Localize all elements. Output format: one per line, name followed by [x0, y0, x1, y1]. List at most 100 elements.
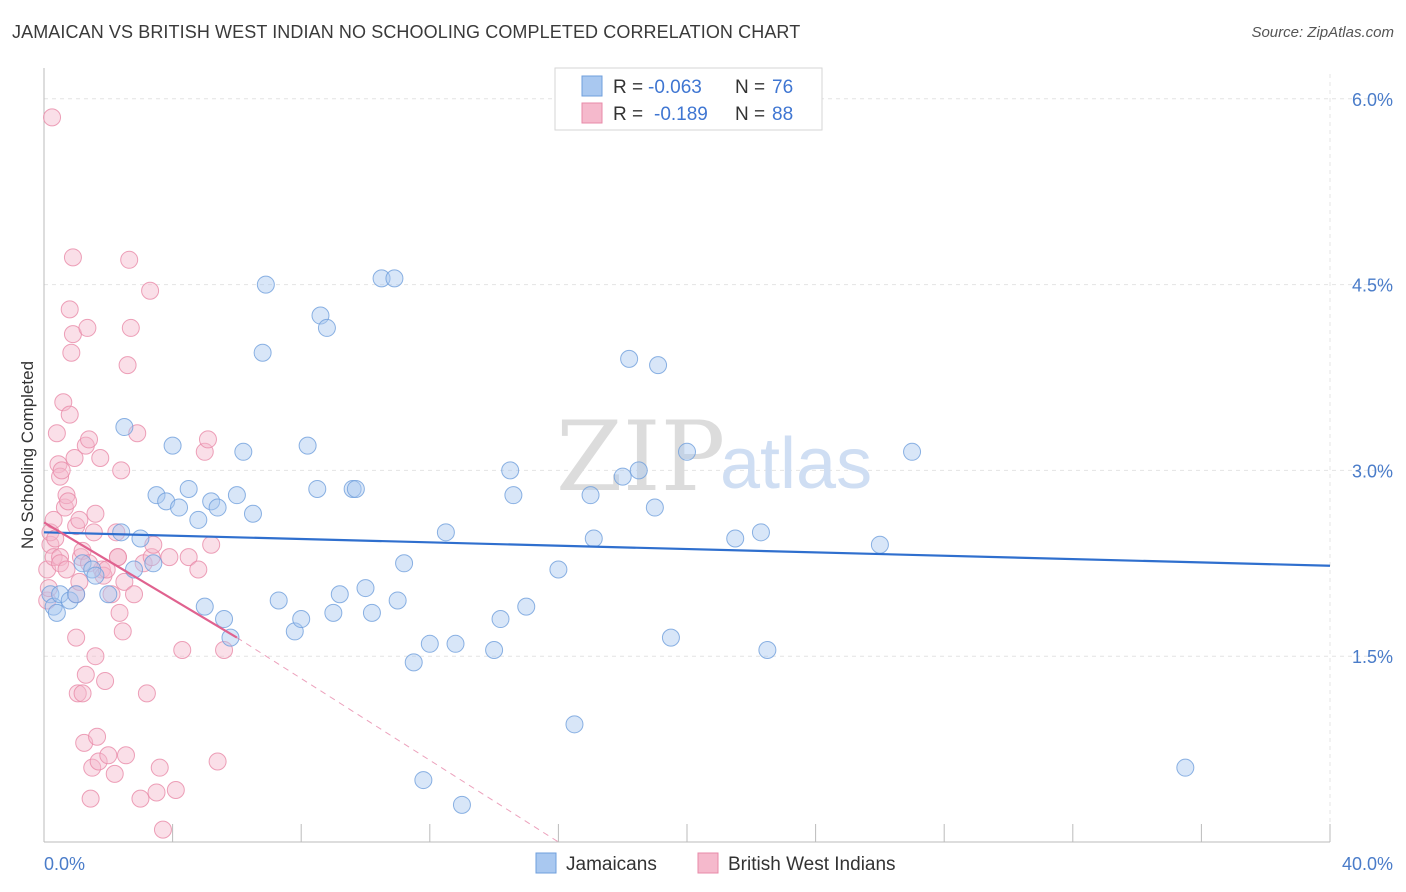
watermark-atlas: atlas — [720, 424, 872, 504]
data-point — [47, 603, 66, 622]
data-point — [65, 449, 84, 467]
data-point — [208, 498, 227, 517]
data-point — [60, 300, 79, 319]
source-label: Source: ZipAtlas.com — [1251, 24, 1394, 41]
data-point — [144, 554, 163, 573]
data-point — [80, 430, 99, 449]
data-point — [501, 461, 520, 480]
data-point — [629, 461, 648, 480]
legend-n-value-1: 76 — [772, 77, 793, 98]
data-point — [661, 628, 680, 647]
data-point — [121, 318, 140, 337]
data-point — [581, 486, 600, 505]
data-point — [215, 610, 234, 629]
data-point — [131, 789, 150, 808]
data-point — [620, 349, 639, 368]
legend-r-label-2: R = — [613, 104, 643, 125]
data-point — [73, 684, 92, 703]
legend-swatch-british-west-indians — [581, 102, 603, 124]
data-point — [256, 275, 275, 294]
data-point — [116, 746, 135, 765]
data-point — [446, 634, 465, 653]
data-point — [73, 554, 92, 573]
data-point — [649, 356, 668, 375]
data-point — [549, 560, 568, 579]
y-tick-label: 3.0% — [1352, 461, 1393, 481]
data-point — [292, 610, 311, 629]
legend-r-value-2: -0.189 — [654, 104, 708, 125]
trend-line-british-west-indians — [43, 521, 238, 639]
data-point — [67, 585, 86, 604]
data-point — [115, 418, 134, 437]
data-point — [43, 108, 62, 127]
data-point — [81, 789, 100, 808]
data-point — [388, 591, 407, 610]
data-point — [173, 641, 192, 659]
data-point — [452, 795, 471, 814]
data-point — [115, 572, 134, 591]
data-point — [51, 585, 70, 604]
trend-lines — [43, 521, 1331, 843]
data-point — [179, 548, 198, 567]
data-point — [89, 752, 108, 771]
data-point — [179, 479, 198, 498]
data-point — [903, 442, 922, 461]
data-point — [118, 356, 137, 375]
data-point — [372, 269, 391, 288]
data-point — [517, 597, 536, 616]
data-point — [420, 634, 439, 653]
series-british-west-indians — [38, 108, 234, 839]
data-point — [221, 628, 240, 647]
tick-labels: 1.5% 3.0% 4.5% 6.0% 0.0% 40.0% — [44, 90, 1393, 874]
data-point — [308, 479, 327, 498]
grid-lines — [44, 74, 1392, 842]
data-point — [147, 783, 166, 802]
data-point — [324, 603, 343, 622]
data-point — [59, 492, 78, 511]
data-point — [153, 820, 172, 839]
x-tick-label-max: 40.0% — [1342, 854, 1393, 874]
data-point — [160, 548, 179, 567]
data-point — [67, 628, 86, 647]
x-tick-label-min: 0.0% — [44, 854, 85, 874]
data-point — [356, 579, 375, 598]
data-point — [645, 498, 664, 517]
data-point — [76, 665, 95, 684]
data-point — [112, 523, 131, 542]
data-point — [99, 746, 118, 765]
legend-swatch-jamaicans — [581, 75, 603, 97]
data-point — [346, 479, 365, 498]
data-point — [60, 405, 79, 424]
series-jamaicans — [41, 269, 1195, 814]
data-point — [88, 727, 107, 746]
data-point — [137, 684, 156, 703]
data-point — [112, 461, 131, 480]
legend-n-label-2: N = — [735, 104, 765, 125]
y-tick-label: 4.5% — [1352, 276, 1393, 296]
data-point — [395, 554, 414, 573]
data-point — [78, 318, 97, 337]
trend-line-british-west-indians-extension — [236, 637, 559, 843]
data-point — [436, 523, 455, 542]
axes — [43, 68, 1331, 843]
data-point — [751, 523, 770, 542]
data-point — [107, 523, 126, 542]
data-point — [86, 647, 105, 666]
bottom-legend-swatch-jamaicans — [535, 852, 557, 874]
data-point — [317, 318, 336, 337]
data-point — [565, 715, 584, 734]
data-point — [170, 498, 189, 517]
bottom-legend-jamaicans: Jamaicans — [566, 854, 657, 875]
data-point — [234, 442, 253, 461]
data-point — [120, 250, 139, 269]
data-point — [1176, 758, 1195, 777]
data-point — [208, 752, 227, 771]
data-point — [57, 560, 76, 579]
data-point — [404, 653, 423, 672]
data-point — [84, 523, 103, 542]
bottom-legend-swatch-british-west-indians — [697, 852, 719, 874]
data-point — [189, 560, 208, 579]
data-point — [131, 529, 150, 548]
data-point — [57, 486, 76, 505]
data-point — [202, 535, 221, 554]
